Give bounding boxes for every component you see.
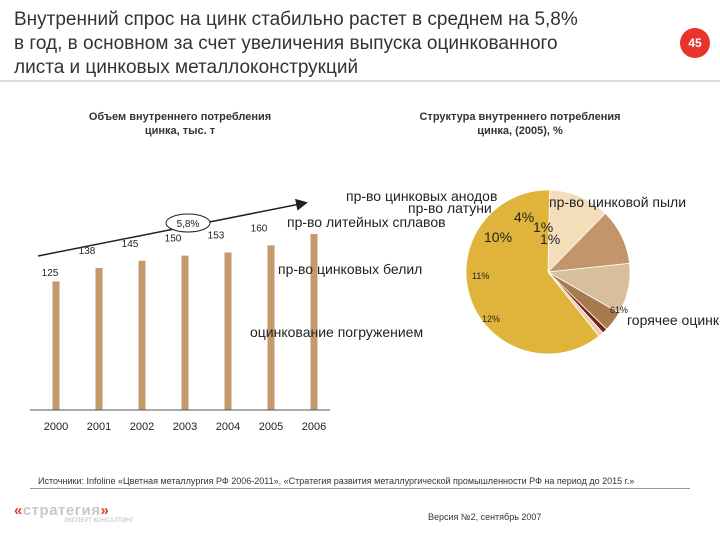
pie-value-label: 1%	[540, 231, 560, 247]
bar	[267, 245, 275, 410]
bar	[52, 281, 60, 410]
title-divider	[0, 80, 720, 82]
bar-value-label: 153	[208, 231, 225, 242]
bar-value-label: 150	[165, 234, 182, 245]
logo-subtitle: ЭКСПЕРТ КОНСАЛТИНГ	[64, 518, 134, 524]
pie-category-label: пр-во цинковых белил	[278, 261, 422, 277]
footer-divider	[30, 488, 690, 489]
pie-category-label: пр-во латуни	[408, 200, 492, 216]
cagr-label: 5,8%	[177, 219, 200, 230]
cagr-badge	[165, 213, 211, 233]
bar	[95, 267, 103, 410]
x-tick-label: 2006	[302, 421, 326, 433]
pie-value-label: 61%	[610, 305, 628, 315]
bar	[224, 252, 232, 410]
x-tick-label: 2005	[259, 421, 283, 433]
bar-chart-title: Объем внутреннего потребления цинка, тыс…	[88, 111, 272, 137]
pie-slice	[465, 189, 600, 355]
x-tick-label: 2004	[216, 421, 240, 433]
pie-value-label: 11%	[472, 271, 489, 281]
x-tick-label: 2000	[44, 421, 68, 433]
source-note: Источники: Infoline «Цветная металлургия…	[38, 476, 635, 486]
pie-value-label: 4%	[514, 209, 534, 225]
company-logo: «стратегия»	[14, 502, 110, 519]
page-title: Внутренний спрос на цинк стабильно расте…	[14, 9, 578, 78]
pie-slice	[547, 189, 606, 274]
pie-category-label: оцинкование погружением	[250, 324, 423, 340]
pie-value-label: 10%	[484, 229, 512, 245]
pie-value-label: 12%	[482, 314, 500, 324]
pie-category-label: пр-во цинковых анодов	[346, 188, 497, 204]
version-note: Версия №2, сентябрь 2007	[428, 512, 542, 522]
pie-chart-title: Структура внутреннего потребления цинка,…	[419, 111, 621, 137]
x-tick-label: 2002	[130, 421, 154, 433]
bar	[310, 234, 318, 410]
x-tick-label: 2001	[87, 421, 111, 433]
pie-category-label: пр-во литейных сплавов	[287, 214, 446, 230]
pie-category-label: пр-во цинковой пыли	[549, 194, 686, 210]
bar	[138, 260, 146, 410]
page-number-badge: 45	[680, 28, 710, 58]
x-tick-label: 2003	[173, 421, 197, 433]
bar	[181, 255, 189, 410]
bar-value-label: 125	[42, 268, 59, 279]
bar-value-label: 160	[251, 223, 268, 234]
pie-category-label: горячее оцинкование	[627, 312, 720, 328]
logo-text: стратегия	[22, 502, 101, 519]
pie-value-label: 1%	[533, 219, 553, 235]
bar-value-label: 138	[79, 246, 96, 257]
bar-value-label: 145	[122, 239, 139, 250]
